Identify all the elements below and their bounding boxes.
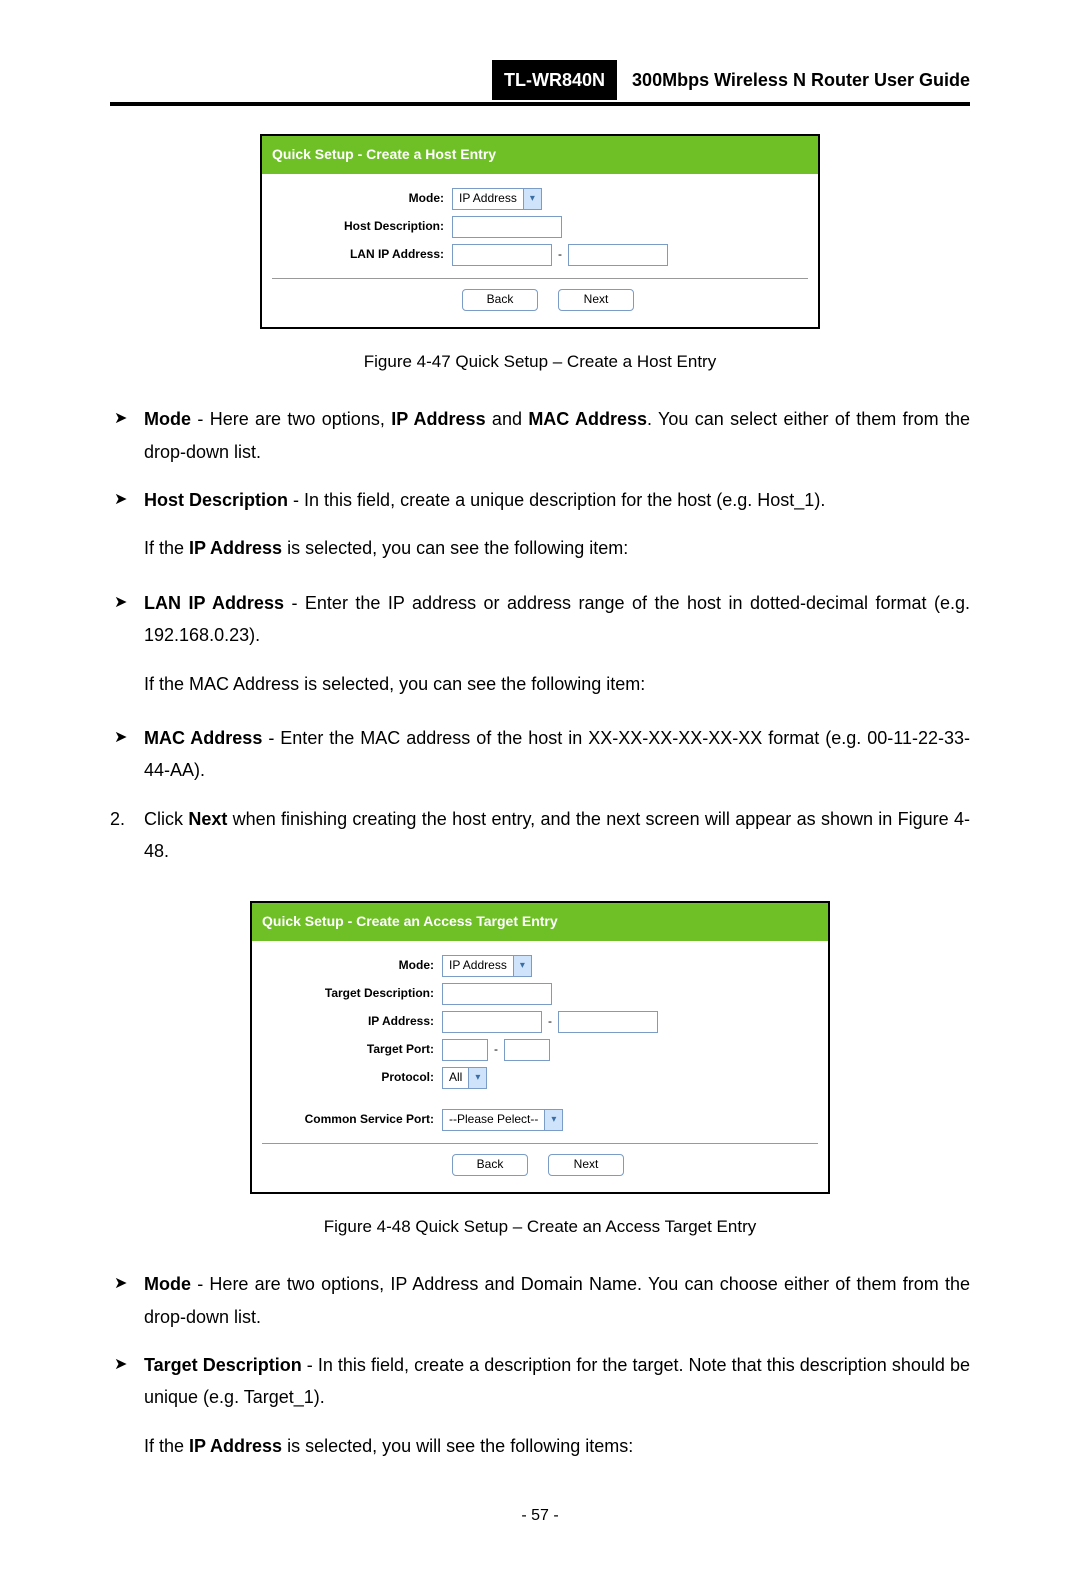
chevron-down-icon: ▾ [513,956,531,976]
target-ip-end-input[interactable] [558,1011,658,1033]
label-ip-address: IP Address: [262,1011,442,1033]
common-service-port-select[interactable]: --Please Pelect-- ▾ [442,1109,563,1131]
page-header: TL-WR840N 300Mbps Wireless N Router User… [110,60,970,106]
range-separator: - [556,244,564,266]
chevron-down-icon: ▾ [468,1068,486,1088]
target-panel-title: Quick Setup - Create an Access Target En… [252,903,828,940]
host-field-list: Mode - Here are two options, IP Address … [110,403,970,516]
target-port-start-input[interactable] [442,1039,488,1061]
host-description-input[interactable] [452,216,562,238]
guide-title: 300Mbps Wireless N Router User Guide [622,64,970,96]
label-target-port: Target Port: [262,1039,442,1061]
mode-select[interactable]: IP Address ▾ [452,188,542,210]
host-panel-title: Quick Setup - Create a Host Entry [262,136,818,173]
lan-ip-start-input[interactable] [452,244,552,266]
target-field-list: Mode - Here are two options, IP Address … [110,1268,970,1414]
chevron-down-icon: ▾ [544,1110,562,1130]
label-common-service-port: Common Service Port: [262,1109,442,1131]
range-separator: - [546,1011,554,1033]
host-field-list-ip: LAN IP Address - Enter the IP address or… [110,587,970,652]
target-entry-panel: Quick Setup - Create an Access Target En… [250,901,830,1193]
list-item: LAN IP Address - Enter the IP address or… [144,587,970,652]
conditional-note: If the IP Address is selected, you can s… [110,532,970,564]
label-mode: Mode: [262,955,442,977]
lan-ip-end-input[interactable] [568,244,668,266]
label-lan-ip: LAN IP Address: [272,244,452,266]
list-item: Host Description - In this field, create… [144,484,970,516]
panel-divider [262,1143,818,1144]
target-mode-value: IP Address [443,955,513,977]
label-target-description: Target Description: [262,983,442,1005]
panel-divider [272,278,808,279]
target-ip-start-input[interactable] [442,1011,542,1033]
next-button[interactable]: Next [548,1154,624,1176]
list-item: MAC Address - Enter the MAC address of t… [144,722,970,787]
list-item: Mode - Here are two options, IP Address … [144,1268,970,1333]
step-list: 2. Click Next when finishing creating th… [110,803,970,868]
label-mode: Mode: [272,188,452,210]
step-2: 2. Click Next when finishing creating th… [110,803,970,868]
common-service-port-value: --Please Pelect-- [443,1109,544,1131]
list-item: Mode - Here are two options, IP Address … [144,403,970,468]
conditional-note-target-ip: If the IP Address is selected, you will … [110,1430,970,1462]
protocol-select[interactable]: All ▾ [442,1067,487,1089]
target-description-input[interactable] [442,983,552,1005]
label-protocol: Protocol: [262,1067,442,1089]
list-item: Target Description - In this field, crea… [144,1349,970,1414]
figure-48-caption: Figure 4-48 Quick Setup – Create an Acce… [110,1212,970,1243]
target-mode-select[interactable]: IP Address ▾ [442,955,532,977]
model-badge: TL-WR840N [492,60,617,100]
next-button[interactable]: Next [558,289,634,311]
host-entry-panel: Quick Setup - Create a Host Entry Mode: … [260,134,820,328]
figure-47-caption: Figure 4-47 Quick Setup – Create a Host … [110,347,970,378]
range-separator: - [492,1039,500,1061]
label-host-description: Host Description: [272,216,452,238]
mode-select-value: IP Address [453,188,523,210]
host-field-list-mac: MAC Address - Enter the MAC address of t… [110,722,970,787]
back-button[interactable]: Back [452,1154,528,1176]
protocol-value: All [443,1067,468,1089]
conditional-note-mac: If the MAC Address is selected, you can … [110,668,970,700]
back-button[interactable]: Back [462,289,538,311]
target-port-end-input[interactable] [504,1039,550,1061]
chevron-down-icon: ▾ [523,189,541,209]
